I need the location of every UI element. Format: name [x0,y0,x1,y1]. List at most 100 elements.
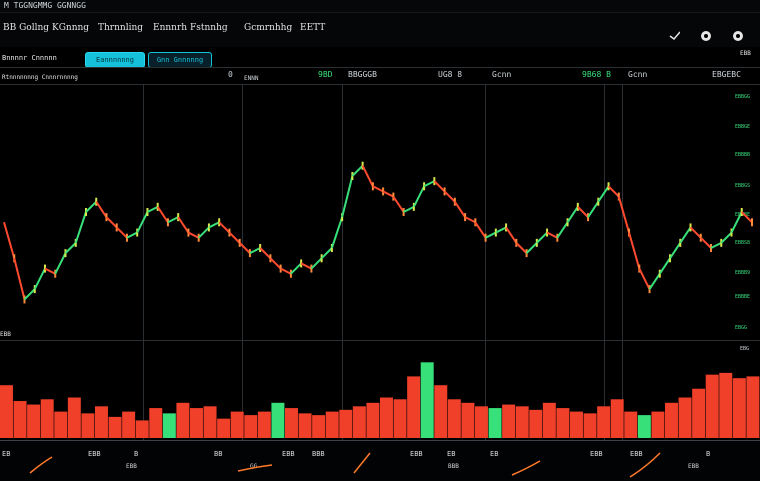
bottom-label-8: EB [490,450,499,458]
price-segment [238,242,251,254]
volume-bar [447,399,461,438]
window-title: M TGGNGMMG GGNNGG [4,1,86,10]
toolbar-left-label: Bnnnnr Cnnnnn [2,54,57,62]
price-segment [443,190,456,203]
price-segment [515,242,528,254]
price-segment [85,201,97,213]
price-segment [495,226,507,234]
bottom-label-10: EBB [630,450,643,458]
volume-bar [461,402,475,438]
grid-vline-4 [485,84,486,440]
menu-item-6[interactable]: EETT [300,23,326,33]
price-segment [156,206,169,223]
header-sub-label: ENNN [244,75,259,82]
price-segment [361,165,374,187]
divider-header [0,84,760,85]
volume-bar [692,388,706,438]
header-label-3: Gcnn [492,70,512,79]
menu-item-5[interactable]: Gcmrnhhg [244,23,293,33]
price-segment [689,226,702,239]
sparkline-4 [629,452,661,478]
grid-vline-3 [342,84,343,440]
price-segment [310,257,323,270]
price-segment [730,211,743,234]
sparkline-3 [511,460,541,476]
volume-bar [393,399,407,438]
price-segment [454,201,466,218]
price-segment [197,226,210,239]
volume-bar [190,408,203,438]
bottom-bar: EB EBB B BB EBB BBB EBB EB EB EBB EBB B … [0,440,760,481]
price-segment [710,241,722,249]
price-segment [474,221,487,239]
volume-bar [665,402,678,438]
price-segment [3,222,16,259]
price-segment [392,196,405,213]
price-segment [249,247,261,255]
volume-bar [475,406,488,438]
menu-item-0[interactable]: BB Gollng [3,23,50,33]
grid-vline-6 [622,84,623,440]
bottom-label-3: BB [214,450,223,458]
price-segment [505,226,518,244]
volume-bar [570,411,583,438]
volume-bar [217,418,231,438]
header-label-4: Gcnn [628,70,648,79]
price-segment [126,231,138,239]
price-candle [751,218,753,227]
price-axis-8: EBGG [735,325,748,331]
sparkline-0 [29,456,53,474]
divider-volume [0,340,760,341]
close-icon[interactable] [732,30,744,42]
price-segment [607,185,620,198]
menu-item-1[interactable]: KGnnng [52,23,90,33]
price-segment [218,221,231,234]
volume-bar [312,415,326,438]
volume-bar [705,374,719,438]
price-segment [464,216,476,224]
price-segment [95,201,108,218]
price-segment [269,257,282,270]
volume-bar [380,397,393,438]
volume-bar [176,402,190,438]
price-segment [403,205,415,213]
volume-bar [529,409,543,438]
volume-bar [637,415,651,438]
price-segment [300,262,312,270]
price-segment [700,237,712,249]
header-label-2: BBGGGB [348,70,377,79]
menu-item-2[interactable]: Thrnnling [98,23,144,33]
price-segment [54,252,67,275]
price-segment [280,267,292,275]
price-segment [720,231,733,244]
volume-bar [407,376,421,438]
price-segment [147,205,159,213]
settings-icon[interactable] [700,30,712,42]
volume-bar [271,402,285,438]
price-segment [485,231,497,239]
volume-bar [732,378,746,438]
window-titlebar: M TGGNGMMG GGNNGG [0,0,760,13]
menu-item-4[interactable]: Fstnnhg [190,23,228,33]
price-segment [566,206,579,223]
bottom-sub-0: EBB [126,463,137,470]
price-segment [341,175,354,218]
bottom-label-11: B [706,450,711,458]
price-segment [638,268,651,290]
price-segment [382,190,394,198]
volume-bar [203,406,217,438]
volume-bar [81,413,95,438]
bottom-label-6: EBB [410,450,423,458]
price-segment [44,267,56,275]
header-value-1: 9BD [318,70,333,79]
volume-bar [420,362,434,438]
volume-bar [108,416,122,438]
price-segment [741,211,753,223]
menu-item-3[interactable]: Ennnrh [153,23,188,33]
price-segment [648,273,661,290]
price-axis-6: EBBB9 [735,270,751,276]
bottom-label-4: EBB [282,450,295,458]
bottom-sub-2: BBB [448,463,459,470]
price-segment [587,201,600,218]
checkmark-icon[interactable] [668,30,680,42]
